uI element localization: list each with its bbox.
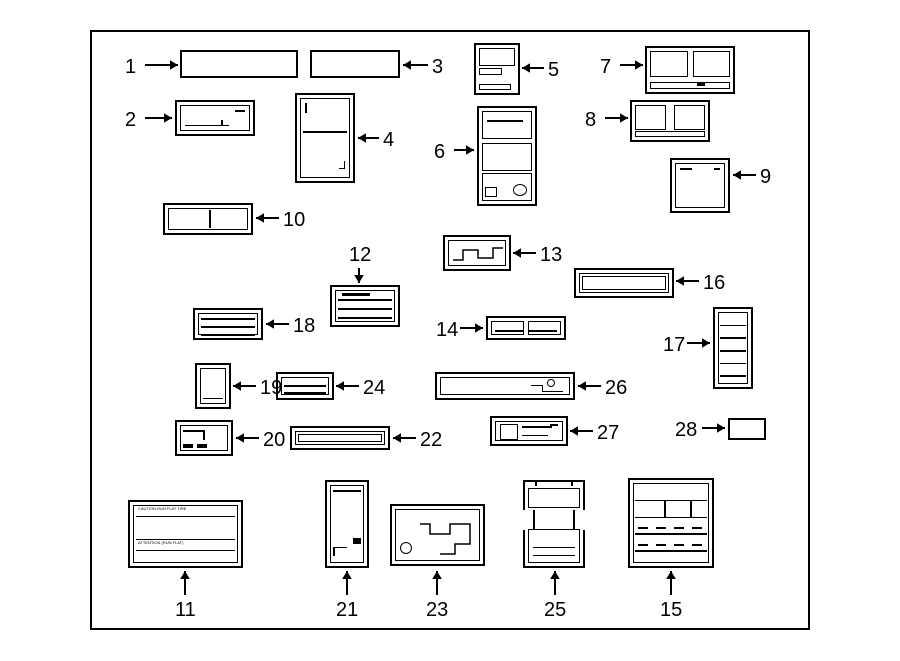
callout-number-25: 25 [544,600,566,620]
callout-number-14: 14 [436,320,458,340]
part-box-b6 [477,106,537,206]
part-box-b3 [310,50,400,78]
callout-number-26: 26 [605,378,627,398]
callout-number-4: 4 [383,130,394,150]
part-box-b14 [486,316,566,340]
arrow-a8 [593,106,640,130]
caution-line1: CAUTION RUN FLAT TIRE [138,507,186,511]
part-box-b15 [628,478,714,568]
callout-number-17: 17 [663,335,685,355]
part-box-b16 [574,268,674,298]
callout-number-18: 18 [293,316,315,336]
callout-number-3: 3 [432,57,443,77]
part-box-b18 [193,308,263,340]
part-box-b8 [630,100,710,142]
callout-number-23: 23 [426,600,448,620]
arrow-a6 [442,138,486,162]
part-box-b2 [175,100,255,136]
callout-number-24: 24 [363,378,385,398]
callout-number-9: 9 [760,167,771,187]
callout-number-28: 28 [675,420,697,440]
arrow-a7 [608,53,655,77]
part-box-b27 [490,416,568,446]
callout-number-19: 19 [260,378,282,398]
part-box-b11: CAUTION RUN FLAT TIRE ATTENTION (RUN FLAT… [128,500,243,568]
diagram-stage: CAUTION RUN FLAT TIRE ATTENTION (RUN FLAT… [0,0,900,661]
callout-number-27: 27 [597,423,619,443]
callout-number-20: 20 [263,430,285,450]
callout-number-1: 1 [125,57,136,77]
part-box-b22 [290,426,390,450]
part-box-b26 [435,372,575,400]
callout-number-6: 6 [434,142,445,162]
callout-number-11: 11 [175,600,196,620]
part-box-b25 [523,480,585,568]
callout-number-21: 21 [336,600,358,620]
part-box-b10 [163,203,253,235]
callout-number-8: 8 [585,110,596,130]
part-box-b23 [390,504,485,566]
callout-number-22: 22 [420,430,442,450]
callout-number-7: 7 [600,57,611,77]
caution-line2: ATTENTION (RUN FLAT) [138,541,183,545]
part-box-b7 [645,46,735,94]
callout-number-12: 12 [349,245,371,265]
callout-number-13: 13 [540,245,562,265]
part-box-b1 [180,50,298,78]
arrow-a1 [133,53,190,77]
callout-number-16: 16 [703,273,725,293]
callout-number-5: 5 [548,60,559,80]
callout-number-10: 10 [283,210,305,230]
callout-number-2: 2 [125,110,136,130]
callout-number-15: 15 [660,600,682,620]
arrow-a2 [133,106,184,130]
part-box-b21 [325,480,369,568]
